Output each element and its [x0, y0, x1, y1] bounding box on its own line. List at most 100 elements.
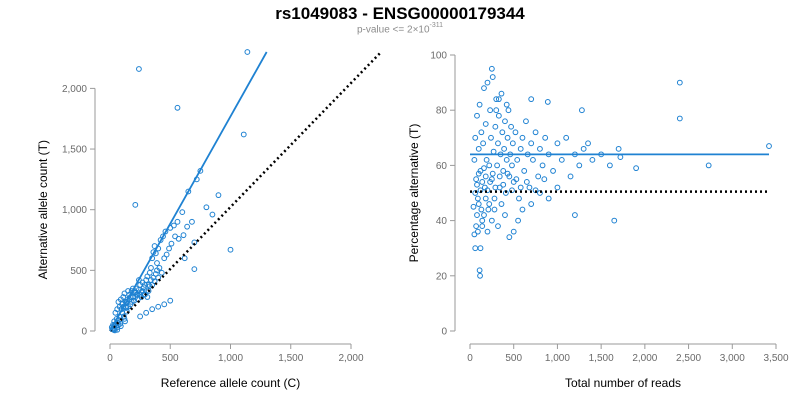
- data-point: [506, 234, 513, 241]
- data-point: [510, 228, 517, 235]
- data-point: [144, 294, 151, 300]
- data-point: [676, 79, 683, 86]
- data-point: [477, 272, 483, 279]
- data-point: [156, 265, 163, 271]
- data-point: [500, 181, 507, 188]
- data-point: [504, 170, 511, 177]
- data-point: [474, 195, 481, 202]
- data-point: [482, 173, 489, 180]
- data-point: [517, 184, 524, 191]
- data-point: [544, 99, 551, 105]
- data-point: [495, 112, 502, 119]
- x-tick-label: 0: [107, 353, 113, 364]
- data-point: [512, 129, 519, 136]
- data-point: [532, 129, 539, 136]
- data-point: [227, 246, 234, 253]
- data-point: [174, 218, 181, 225]
- data-point: [185, 188, 192, 195]
- data-point: [567, 173, 574, 180]
- data-point: [175, 235, 182, 242]
- data-point: [240, 131, 247, 138]
- chart-panel-2: 0 20 40 60 80 100 0 500 1,000 1,500 2,000 2,500 3,00…: [407, 51, 789, 391]
- data-point: [572, 212, 578, 218]
- data-point: [537, 145, 543, 152]
- data-point: [128, 298, 135, 305]
- x-tick-label: 1,000: [545, 353, 570, 364]
- data-point: [499, 129, 506, 136]
- y-tick-label: 0: [441, 327, 447, 338]
- data-point: [523, 179, 530, 185]
- data-point: [492, 123, 499, 130]
- subtitle-base: 10: [418, 24, 430, 36]
- data-point: [606, 162, 613, 169]
- data-point: [486, 162, 493, 169]
- data-point: [504, 134, 511, 141]
- data-point: [483, 156, 490, 163]
- data-point: [617, 154, 624, 161]
- data-point: [125, 288, 131, 294]
- data-point: [478, 129, 485, 136]
- data-point: [493, 107, 500, 114]
- data-point: [471, 231, 478, 238]
- data-point: [481, 212, 487, 218]
- data-point: [494, 162, 501, 169]
- y-tick-label: 40: [436, 216, 448, 227]
- data-point: [579, 107, 585, 114]
- y-tick-label: 20: [436, 271, 448, 282]
- data-point: [545, 195, 552, 202]
- data-point: [168, 240, 175, 247]
- data-point: [495, 96, 502, 103]
- data-point: [514, 156, 521, 163]
- data-point: [158, 269, 165, 276]
- data-point: [476, 101, 483, 108]
- data-point: [501, 145, 507, 152]
- data-point: [474, 112, 480, 119]
- data-point: [149, 306, 156, 313]
- data-point: [486, 201, 493, 207]
- data-point: [589, 156, 596, 163]
- data-point: [475, 201, 482, 207]
- data-point: [489, 74, 496, 80]
- data-point: [482, 121, 489, 127]
- data-point: [136, 277, 142, 283]
- data-point: [155, 303, 162, 310]
- x-tick-label: 0: [467, 353, 473, 364]
- data-point: [117, 323, 124, 330]
- data-point: [482, 195, 489, 202]
- data-point: [479, 217, 486, 224]
- data-point: [488, 65, 495, 72]
- data-point: [519, 206, 526, 213]
- data-point: [633, 165, 640, 172]
- data-point: [470, 203, 477, 210]
- data-point: [576, 162, 583, 169]
- data-point: [174, 104, 181, 111]
- data-point: [521, 168, 528, 174]
- data-point: [139, 288, 146, 294]
- data-point: [766, 143, 772, 149]
- x-tick-label: 2,500: [676, 353, 701, 364]
- subtitle-times: ×: [412, 24, 419, 36]
- data-point: [484, 187, 491, 194]
- x-tick-label: 1,500: [278, 353, 303, 364]
- data-point: [478, 206, 485, 213]
- data-point: [145, 282, 152, 288]
- data-point: [154, 260, 160, 266]
- data-point: [580, 145, 587, 152]
- data-point: [495, 140, 501, 147]
- data-point: [526, 184, 533, 191]
- data-point: [471, 156, 478, 163]
- x-tick-label: 2,000: [632, 353, 657, 364]
- y-tick-label: 500: [70, 266, 87, 277]
- data-point: [484, 228, 491, 235]
- y-tick-label: 0: [81, 327, 87, 338]
- fit-line: [109, 51, 268, 332]
- data-point: [496, 173, 503, 180]
- data-point: [209, 211, 216, 218]
- x-tick-label: 3,500: [763, 353, 788, 364]
- data-point: [170, 222, 177, 229]
- y-tick-label: 60: [436, 161, 448, 172]
- data-point: [519, 134, 526, 141]
- data-point: [472, 245, 479, 252]
- data-point: [498, 90, 505, 97]
